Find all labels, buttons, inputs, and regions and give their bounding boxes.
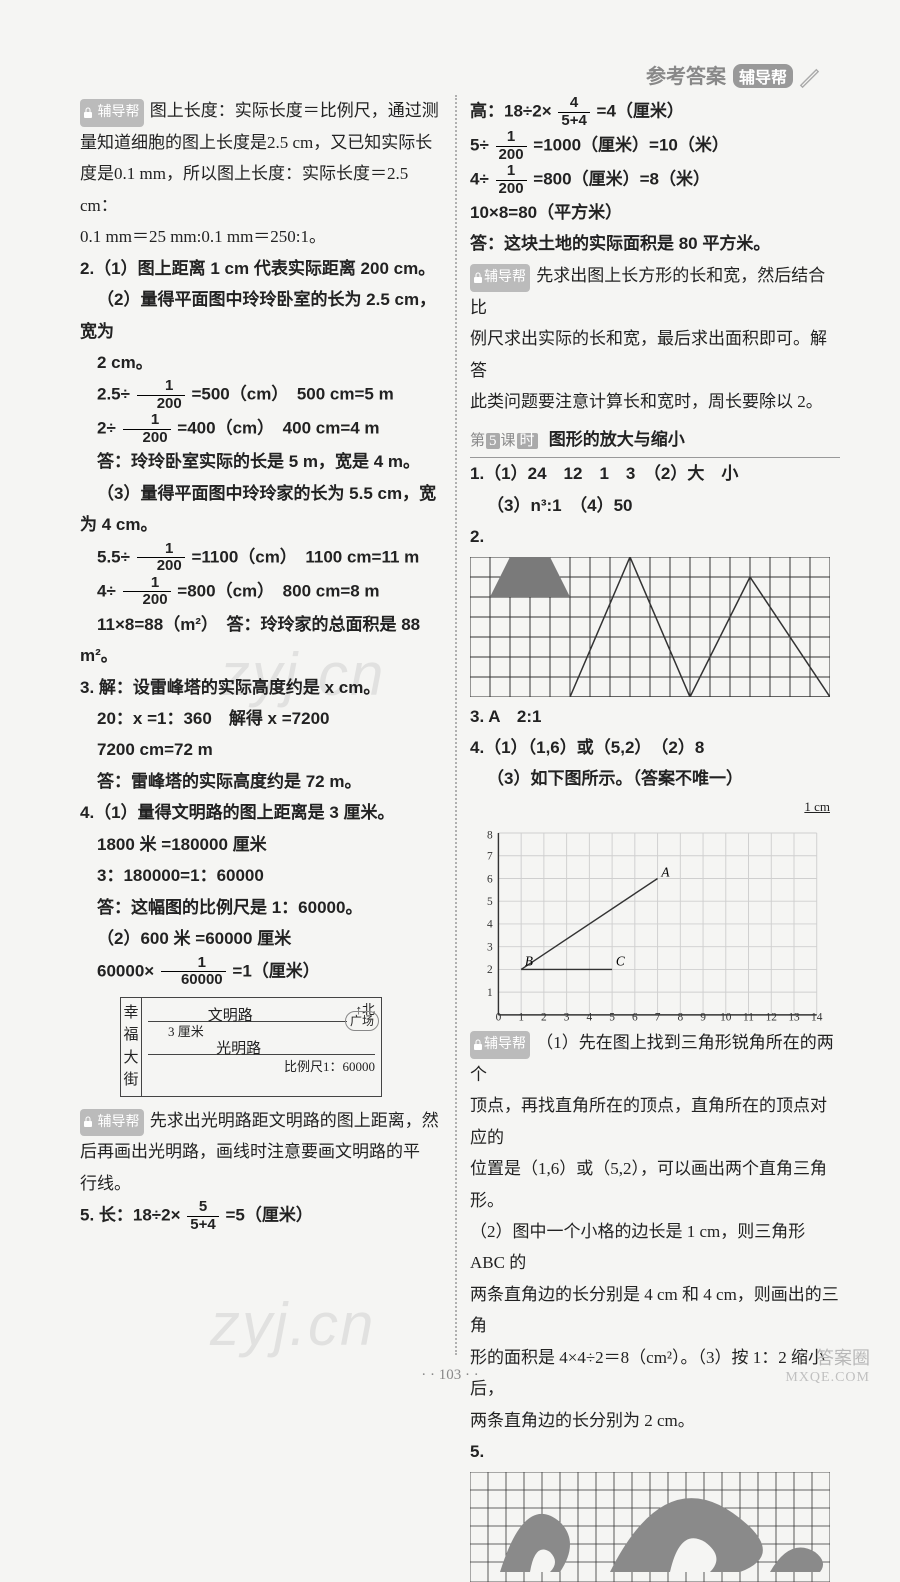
problem-2-1: 2.（1）图上距离 1 cm 代表实际距离 200 cm。 [80,253,450,284]
equation: 5÷ 1200 =1000（厘米）=10（米） [470,129,840,163]
page-number: · · 103 · · [0,1367,900,1384]
svg-text:10: 10 [720,1012,732,1023]
svg-text:2: 2 [487,964,493,976]
svg-text:8: 8 [487,830,493,842]
problem-2-5: （3）量得平面图中玲玲家的长为 5.5 cm，宽为 4 cm。 [80,478,450,541]
lock-icon [82,107,94,119]
page: 参考答案 辅导帮 辅导帮 图上长度：实际长度＝比例尺，通过测 量知道细胞的图上长… [0,0,900,1390]
problem-4-3: 3：180000=1：60000 [80,860,450,891]
svg-text:3: 3 [564,1012,570,1023]
equation: 10×8=80（平方米） [470,197,840,228]
fraction: 55+4 [187,1199,218,1233]
svg-text:4: 4 [487,919,493,931]
equation: 2÷ 1200 =400（cm） 400 cm=4 m [80,412,450,446]
svg-text:1: 1 [518,1012,524,1023]
problem-3-2: 20：x =1：360 解得 x =7200 [80,703,450,734]
fraction: 1200 [137,541,185,575]
text-line: 0.1 mm＝25 mm:0.1 mm＝250:1。 [80,221,450,252]
map-main: ↑北 文明路 广场 3 厘米 光明路 比例尺1：60000 [142,998,381,1096]
svg-text:1: 1 [487,987,493,999]
fraction: 1200 [123,412,171,446]
q2-grid [470,557,830,697]
q1: 1.（1）24 12 1 3 （2）大 小 [470,458,840,489]
page-header: 参考答案 辅导帮 [646,60,820,89]
fraction: 160000 [161,955,226,989]
equation: 60000× 160000 =1（厘米） [80,955,450,989]
tutor-tag: 辅导帮 [80,99,144,127]
equation: 5.5÷ 1200 =1100（cm） 1100 cm=11 m [80,541,450,575]
svg-text:0: 0 [496,1012,502,1023]
content-columns: 辅导帮 图上长度：实际长度＝比例尺，通过测 量知道细胞的图上长度是2.5 cm，… [80,95,840,1370]
text-line: 度是0.1 mm，所以图上长度：实际长度＝2.5 cm： [80,158,450,221]
problem-2-3: 2 cm。 [80,347,450,378]
problem-4-4: 答：这幅图的比例尺是 1：60000。 [80,892,450,923]
svg-text:6: 6 [632,1012,638,1023]
equation: 2.5÷ 1200 =500（cm） 500 cm=5 m [80,378,450,412]
q4-1: 4.（1）（1,6）或（5,2） （2）8 [470,732,840,763]
tutor-block: 辅导帮 （1）先在图上找到三角形锐角所在的两个 [470,1027,840,1090]
corner-sub: MXQE.COM [785,1370,870,1386]
tutor-tag: 辅导帮 [80,1109,144,1137]
problem-4-2: 1800 米 =180000 厘米 [80,829,450,860]
text-line: 量知道细胞的图上长度是2.5 cm，又已知实际长 [80,127,450,158]
left-column: 辅导帮 图上长度：实际长度＝比例尺，通过测 量知道细胞的图上长度是2.5 cm，… [80,95,460,1370]
svg-text:11: 11 [743,1012,754,1023]
fraction: 1200 [123,575,171,609]
text-line: 后再画出光明路，画线时注意要画文明路的平 [80,1136,450,1167]
svg-text:13: 13 [788,1012,800,1023]
problem-4-5: （2）600 米 =60000 厘米 [80,923,450,954]
svg-text:5: 5 [609,1012,615,1023]
right-column: 高：18÷2× 45+4 =4（厘米） 5÷ 1200 =1000（厘米）=10… [460,95,840,1370]
svg-text:7: 7 [487,850,493,862]
text-line: 行线。 [80,1168,450,1199]
problem-3-3: 7200 cm=72 m [80,734,450,765]
q4-2: （3）如下图所示。（答案不唯一） [470,763,840,794]
q3: 3. A 2:1 [470,701,840,732]
q5-label: 5. [470,1436,840,1467]
header-tag: 辅导帮 [733,64,793,88]
q2-label: 2. [470,521,840,552]
svg-text:12: 12 [766,1012,778,1023]
svg-text:8: 8 [677,1012,683,1023]
unit-label: 1 cm [470,795,830,819]
tutor-block: 辅导帮 图上长度：实际长度＝比例尺，通过测 [80,95,450,127]
svg-text:5: 5 [487,896,493,908]
svg-text:4: 4 [587,1012,593,1023]
problem-3-4: 答：雷峰塔的实际高度约是 72 m。 [80,766,450,797]
svg-text:14: 14 [811,1012,823,1023]
fraction: 1200 [137,378,185,412]
map-side-label: 幸 福 大 街 [121,998,142,1096]
header-title: 参考答案 [646,66,726,88]
svg-text:A: A [660,865,670,880]
q4-chart: A B C 012 345 678 91011 121314 123 456 7… [470,823,830,1023]
section-5-header: 第5课时 图形的放大与缩小 [470,424,840,459]
svg-text:B: B [525,954,533,969]
q5-grid [470,1472,830,1582]
problem-5: 5. 长：18÷2× 55+4 =5（厘米） [80,1199,450,1233]
svg-text:7: 7 [655,1012,661,1023]
svg-text:9: 9 [700,1012,706,1023]
svg-text:C: C [616,954,625,969]
pencil-icon [798,67,820,89]
svg-text:6: 6 [487,873,493,885]
problem-4-1: 4.（1）量得文明路的图上距离是 3 厘米。 [80,797,450,828]
problem-2-6: 11×8=88（m²） 答：玲玲家的总面积是 88 m²。 [80,609,450,672]
svg-text:3: 3 [487,941,493,953]
svg-text:2: 2 [541,1012,547,1023]
equation: 4÷ 1200 =800（厘米）=8（米） [470,163,840,197]
map-diagram: 幸 福 大 街 ↑北 文明路 广场 3 厘米 光明路 [120,997,382,1097]
problem-2-2: （2）量得平面图中玲玲卧室的长为 2.5 cm，宽为 [80,284,450,347]
tutor-block: 辅导帮 先求出光明路距文明路的图上距离，然 [80,1105,450,1137]
q1b: （3）n³:1 （4）50 [470,490,840,521]
answer-line: 答：这块土地的实际面积是 80 平方米。 [470,228,840,259]
problem-3-1: 3. 解：设雷峰塔的实际高度约是 x cm。 [80,672,450,703]
equation: 高：18÷2× 45+4 =4（厘米） [470,95,840,129]
answer-line: 答：玲玲卧室实际的长是 5 m，宽是 4 m。 [80,446,450,477]
equation: 4÷ 1200 =800（cm） 800 cm=8 m [80,575,450,609]
corner-badge: 答案圈 [816,1344,870,1370]
tutor-block: 辅导帮 先求出图上长方形的长和宽，然后结合比 [470,260,840,323]
section-badge: 第5课时 [470,428,539,456]
